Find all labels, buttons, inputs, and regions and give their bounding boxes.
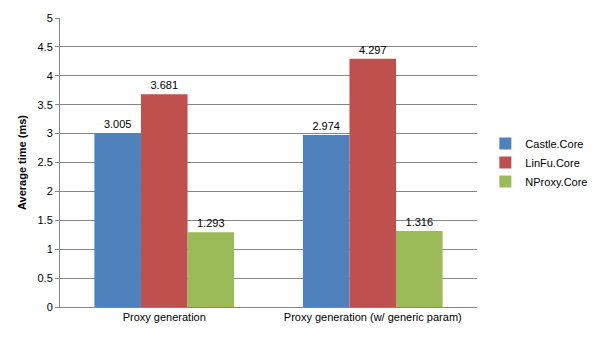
svg-text:0: 0 — [47, 301, 53, 313]
svg-text:Proxy generation (w/ generic p: Proxy generation (w/ generic param) — [284, 311, 462, 323]
svg-text:4.5: 4.5 — [38, 41, 53, 53]
svg-text:Proxy generation: Proxy generation — [123, 311, 206, 323]
svg-text:4.297: 4.297 — [359, 44, 387, 56]
svg-text:2.974: 2.974 — [312, 120, 340, 132]
svg-text:5: 5 — [47, 12, 53, 24]
svg-text:2.5: 2.5 — [38, 156, 53, 168]
svg-text:3.5: 3.5 — [38, 99, 53, 111]
svg-text:3: 3 — [47, 127, 53, 139]
svg-text:NProxy.Core: NProxy.Core — [525, 176, 587, 188]
svg-text:3.005: 3.005 — [104, 118, 132, 130]
svg-text:1.316: 1.316 — [406, 216, 434, 228]
svg-text:Average time (ms): Average time (ms) — [16, 115, 28, 210]
svg-text:Castle.Core: Castle.Core — [525, 138, 583, 150]
svg-text:1.5: 1.5 — [38, 214, 53, 226]
svg-text:0.5: 0.5 — [38, 272, 53, 284]
svg-text:3.681: 3.681 — [150, 79, 178, 91]
svg-text:2: 2 — [47, 185, 53, 197]
svg-text:1.293: 1.293 — [197, 217, 225, 229]
svg-text:1: 1 — [47, 243, 53, 255]
svg-text:LinFu.Core: LinFu.Core — [525, 157, 579, 169]
svg-text:4: 4 — [47, 70, 53, 82]
